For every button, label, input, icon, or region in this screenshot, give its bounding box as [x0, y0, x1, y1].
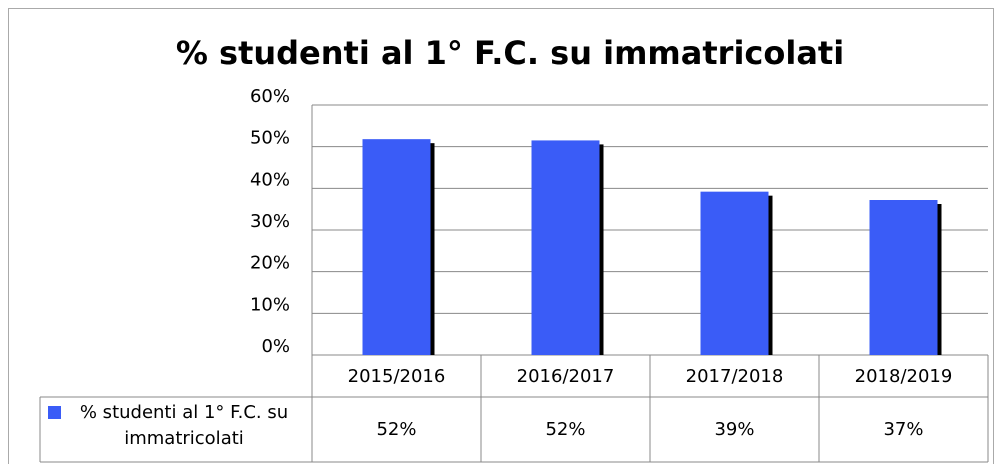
x-tick-label: 2018/2019: [855, 366, 953, 387]
y-tick-label: 50%: [250, 128, 290, 149]
y-tick-label: 60%: [250, 86, 290, 107]
legend-swatch: [48, 406, 61, 419]
y-tick-label: 0%: [261, 336, 290, 357]
y-tick-label: 20%: [250, 253, 290, 274]
chart-border: [8, 8, 994, 464]
value-label: 37%: [883, 419, 923, 440]
value-label: 52%: [545, 419, 585, 440]
bar: [362, 139, 431, 355]
value-label: 39%: [714, 419, 754, 440]
bar: [869, 200, 938, 355]
y-tick-label: 40%: [250, 169, 290, 190]
value-label: 52%: [376, 419, 416, 440]
x-tick-label: 2015/2016: [348, 366, 446, 387]
y-tick-label: 30%: [250, 211, 290, 232]
chart-title: % studenti al 1° F.C. su immatricolati: [176, 34, 844, 72]
bar: [700, 191, 769, 355]
legend-label: % studenti al 1° F.C. su immatricolati: [79, 402, 289, 449]
x-tick-label: 2017/2018: [686, 366, 784, 387]
y-tick-label: 10%: [250, 294, 290, 315]
bar: [531, 140, 600, 355]
x-tick-label: 2016/2017: [517, 366, 615, 387]
